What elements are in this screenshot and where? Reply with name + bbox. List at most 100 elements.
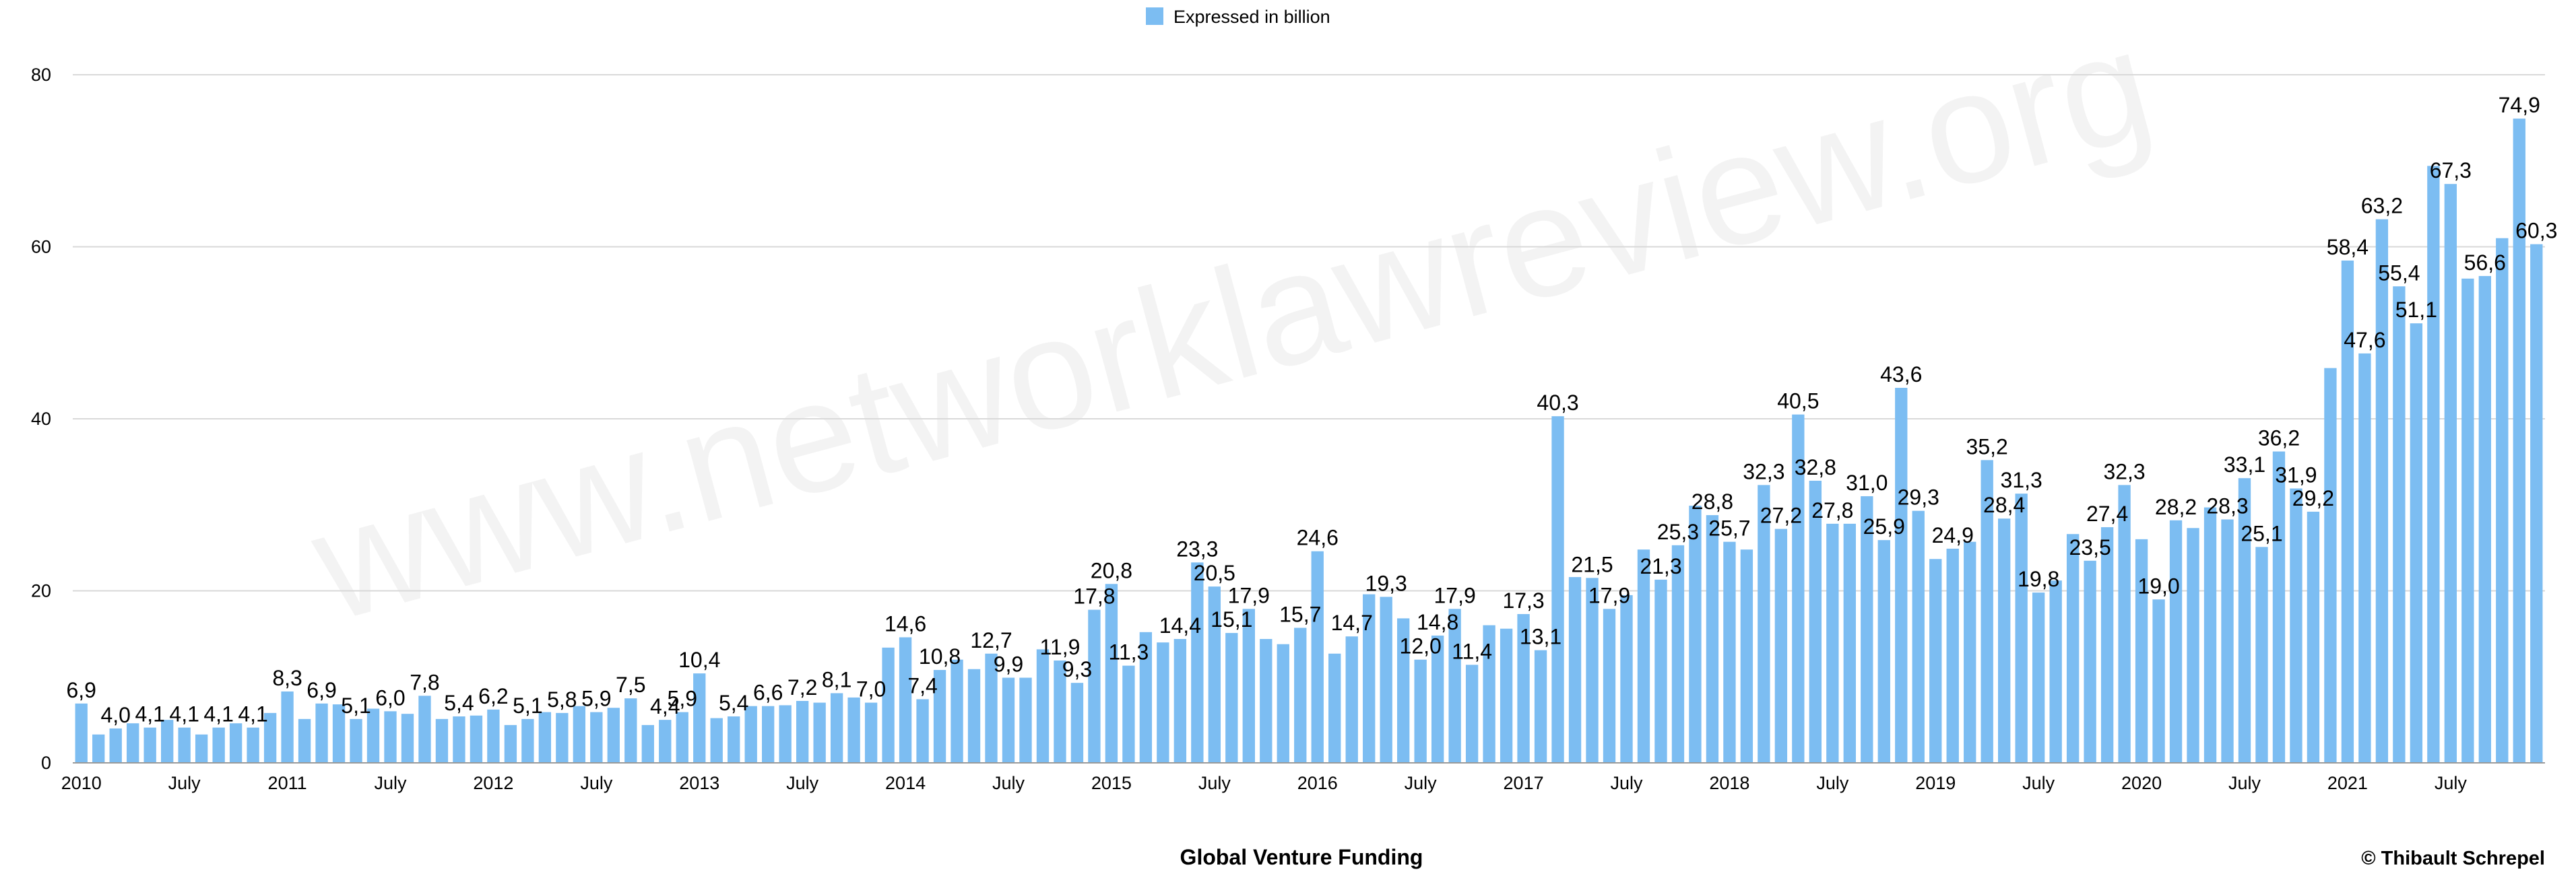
bar [2530, 244, 2543, 763]
bar [710, 718, 723, 763]
x-tick-label: July [2435, 773, 2468, 793]
data-label: 28,3 [2206, 494, 2248, 518]
data-label: 32,3 [2103, 459, 2145, 483]
data-label: 25,1 [2241, 521, 2282, 545]
bar [693, 673, 706, 763]
bar [1792, 414, 1805, 763]
bar [1105, 584, 1118, 763]
bar [1654, 579, 1667, 763]
x-tick-label: 2015 [1091, 773, 1132, 793]
bar [1173, 639, 1187, 763]
bar [899, 637, 912, 763]
data-label: 25,3 [1657, 520, 1699, 544]
data-label: 27,2 [1760, 504, 1802, 528]
data-label: 17,3 [1502, 588, 1544, 613]
data-label: 56,6 [2464, 250, 2506, 275]
x-tick-label: July [374, 773, 407, 793]
bar [92, 734, 105, 763]
bar [143, 727, 156, 763]
data-label: 6,9 [66, 678, 96, 702]
data-label: 40,5 [1777, 389, 1819, 413]
bar [229, 723, 243, 763]
bar [298, 718, 311, 763]
data-label: 5,8 [547, 687, 577, 712]
bar [366, 708, 380, 763]
bar [1981, 460, 1993, 763]
bar [1758, 485, 1770, 763]
data-label: 51,1 [2395, 298, 2437, 322]
bar [2100, 527, 2114, 763]
bar [1877, 540, 1890, 763]
bar [1311, 551, 1324, 763]
bar [1964, 541, 1976, 763]
y-tick-label: 40 [31, 409, 51, 429]
y-tick-label: 80 [31, 65, 51, 85]
data-label: 5,9 [581, 687, 611, 711]
bar [384, 711, 397, 763]
bar [1517, 613, 1530, 763]
bar [2255, 547, 2268, 763]
bar [1603, 609, 1616, 763]
x-tick-label: 2016 [1297, 773, 1338, 793]
legend[interactable]: Expressed in billion [1146, 7, 1330, 27]
bar [2015, 494, 2028, 763]
bar [2135, 539, 2148, 763]
bar [212, 727, 225, 763]
bar [1826, 523, 1839, 763]
data-label: 13,1 [1520, 625, 1561, 649]
bar [1774, 529, 1788, 763]
data-label: 4,1 [238, 702, 267, 727]
bar [350, 718, 362, 763]
data-label: 11,9 [1039, 635, 1080, 659]
bar [2427, 166, 2440, 763]
bar [435, 718, 449, 763]
bar [2375, 219, 2389, 763]
data-label: 28,2 [2155, 495, 2197, 519]
bar [1689, 506, 1702, 763]
bar [573, 706, 586, 763]
data-label: 67,3 [2430, 158, 2472, 182]
data-label: 12,0 [1400, 634, 1442, 658]
data-label: 4,1 [135, 702, 164, 727]
bar [556, 712, 569, 763]
bar [916, 699, 929, 763]
x-tick-label: 2010 [61, 773, 102, 793]
data-label: 29,3 [1898, 485, 1939, 510]
bar [2084, 560, 2096, 763]
bar [538, 712, 552, 763]
x-tick-label: July [1198, 773, 1231, 793]
data-label: 6,2 [478, 684, 508, 708]
data-label: 32,3 [1743, 459, 1784, 483]
data-label: 4,0 [100, 703, 130, 727]
data-label: 24,9 [1932, 523, 1974, 547]
bar [1843, 523, 1856, 763]
bar [2066, 534, 2080, 763]
data-label: 19,3 [1365, 571, 1407, 595]
bar [1019, 677, 1032, 763]
x-tick-label: 2021 [2327, 773, 2368, 793]
bar [1294, 628, 1307, 763]
bar [1431, 635, 1444, 763]
bar [2410, 323, 2423, 763]
data-label: 60,3 [2515, 219, 2557, 243]
bar [1260, 639, 1273, 763]
bar [779, 705, 792, 763]
y-tick-label: 20 [31, 581, 51, 601]
bar [1122, 665, 1135, 763]
bar [1465, 665, 1479, 763]
bar [762, 706, 775, 763]
x-tick-label: July [992, 773, 1025, 793]
x-tick-label: July [168, 773, 201, 793]
data-label: 4,4 [650, 694, 680, 718]
x-tick-label: 2020 [2121, 773, 2162, 793]
x-tick-label: 2018 [1709, 773, 1749, 793]
data-label: 5,1 [513, 694, 542, 718]
data-label: 7,5 [616, 673, 645, 697]
data-label: 20,5 [1194, 561, 1235, 585]
bar [2049, 580, 2062, 763]
data-label: 17,9 [1588, 583, 1630, 607]
data-label: 14,4 [1159, 613, 1201, 638]
bar [1448, 609, 1461, 763]
bar [1929, 559, 1942, 763]
bar [1534, 650, 1547, 763]
